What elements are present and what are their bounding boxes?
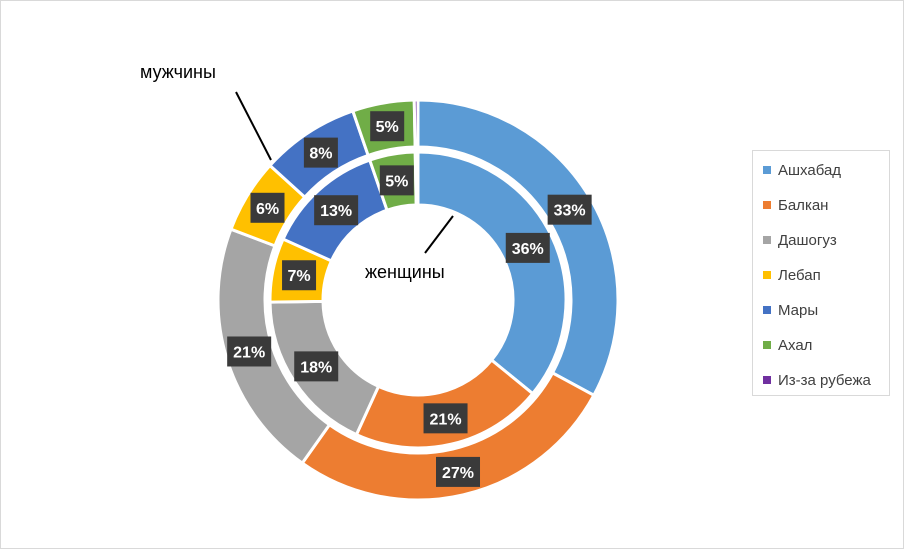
- men-annotation: мужчины: [140, 62, 216, 82]
- data-label: 6%: [256, 201, 279, 218]
- legend-label: Ашхабад: [778, 161, 842, 179]
- legend-swatch-icon: [763, 166, 771, 174]
- legend-swatch-icon: [763, 306, 771, 314]
- leader-lines: [235, 91, 454, 254]
- legend-item: Из-за рубежа: [763, 370, 871, 390]
- data-label: 5%: [376, 119, 399, 136]
- data-label: 36%: [512, 241, 544, 258]
- data-label: 21%: [430, 411, 462, 428]
- legend-swatch-icon: [763, 376, 771, 384]
- data-label-box: [303, 137, 338, 168]
- legend-label: Из-за рубежа: [778, 371, 871, 389]
- legend-label: Балкан: [778, 196, 829, 214]
- legend: Ашхабад Балкан Дашогуз Лебап Мары Ахал И…: [752, 150, 890, 396]
- legend-item: Лебап: [763, 265, 821, 285]
- legend-swatch-icon: [763, 236, 771, 244]
- data-label-box: [423, 403, 468, 434]
- slice-inner-0: [416, 150, 568, 396]
- legend-label: Мары: [778, 301, 819, 319]
- data-label-box: [227, 336, 272, 367]
- data-label: 21%: [233, 344, 265, 361]
- legend-label: Дашогуз: [778, 231, 837, 249]
- data-label-box: [314, 195, 359, 226]
- legend-item: Ахал: [763, 335, 812, 355]
- data-label: 8%: [309, 146, 332, 163]
- data-labels-group: 36% 21% 18% 7% 13% 5% 33% 27% 21% 6% 8% 5%: [227, 111, 592, 487]
- legend-item: Мары: [763, 300, 818, 320]
- data-label: 7%: [287, 268, 310, 285]
- women-annotation: женщины: [365, 262, 445, 282]
- data-label-box: [282, 260, 317, 291]
- rings-group: [216, 98, 620, 502]
- data-label-box: [294, 351, 339, 382]
- data-label: 27%: [442, 465, 474, 482]
- data-label-box: [505, 232, 550, 263]
- legend-label: Лебап: [778, 266, 821, 284]
- data-label: 13%: [320, 203, 352, 220]
- legend-item: Балкан: [763, 195, 828, 215]
- legend-item: Дашогуз: [763, 230, 837, 250]
- men-leader-line: [235, 91, 272, 161]
- legend-label: Ахал: [778, 336, 813, 354]
- slice-outer-6: [412, 98, 420, 149]
- data-label-box: [436, 456, 481, 487]
- data-label: 33%: [554, 203, 586, 220]
- data-label: 5%: [385, 173, 408, 190]
- legend-swatch-icon: [763, 341, 771, 349]
- data-label-box: [547, 194, 592, 225]
- slice-inner-6: [413, 150, 420, 207]
- women-leader-line: [424, 215, 454, 254]
- data-label-box: [370, 111, 405, 142]
- legend-swatch-icon: [763, 201, 771, 209]
- data-label-box: [250, 192, 285, 223]
- slice-outer-0: [416, 98, 620, 398]
- data-label: 18%: [300, 359, 332, 376]
- legend-item: Ашхабад: [763, 160, 841, 180]
- data-label-box: [379, 165, 414, 196]
- legend-swatch-icon: [763, 271, 771, 279]
